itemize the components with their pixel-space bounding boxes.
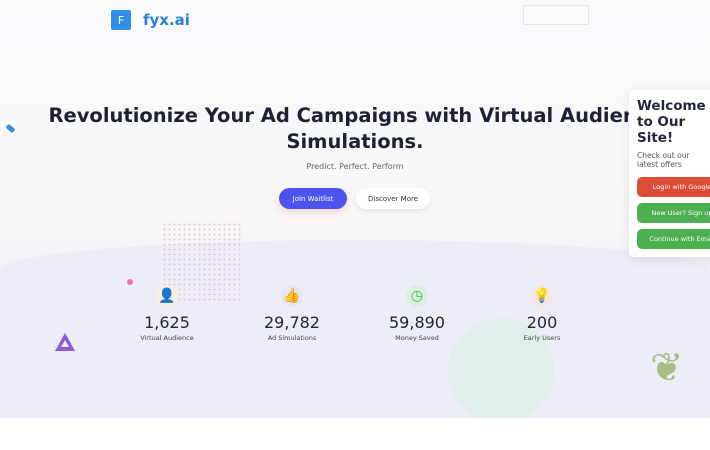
continue-email-button[interactable]: Continue with Email [637,229,710,249]
stat-ad-simulations: 👍 29,782 Ad Simulations [237,285,347,342]
pink-dot [127,279,133,285]
triangle-shape [55,333,75,351]
clock-icon: ◷ [406,285,428,307]
stat-value: 59,890 [389,313,445,332]
stat-label: Money Saved [395,334,439,342]
hero-tagline: Predict. Perfect. Perform [306,162,404,171]
signup-button[interactable]: New User? Sign up [637,203,710,223]
welcome-card: Welcome to Our Site! Check out our lates… [629,90,710,257]
login-google-button[interactable]: Login with Google [637,177,710,197]
brand-name: fyx.ai [143,11,190,29]
hero-section: ❦ F fyx.ai Revolutionize Your Ad Campaig… [0,0,710,418]
stat-value: 200 [526,313,558,332]
plant-icon: ❦ [650,345,684,391]
welcome-title: Welcome to Our Site! [637,98,706,146]
stat-early-users: 💡 200 Early Users [487,285,597,342]
background-wave [0,240,710,418]
stat-money-saved: ◷ 59,890 Money Saved [362,285,472,342]
stat-label: Early Users [523,334,561,342]
join-waitlist-button[interactable]: Join Waitlist [279,188,347,209]
decorative-circle [448,318,554,418]
lightbulb-icon: 💡 [531,285,553,307]
hero-title: Revolutionize Your Ad Campaigns with Vir… [48,104,662,153]
thumbs-up-icon: 👍 [281,285,303,307]
nav-button[interactable] [523,5,589,25]
stat-label: Ad Simulations [267,334,317,342]
logo-icon: F [111,10,131,30]
stat-value: 29,782 [264,313,320,332]
stat-label: Virtual Audience [140,334,194,342]
welcome-subtitle: Check out our latest offers [637,151,690,169]
user-icon: 👤 [156,285,178,307]
stat-value: 1,625 [144,313,190,332]
discover-more-button[interactable]: Discover More [356,188,430,209]
logo[interactable]: F fyx.ai [111,10,190,30]
stat-virtual-audience: 👤 1,625 Virtual Audience [112,285,222,342]
